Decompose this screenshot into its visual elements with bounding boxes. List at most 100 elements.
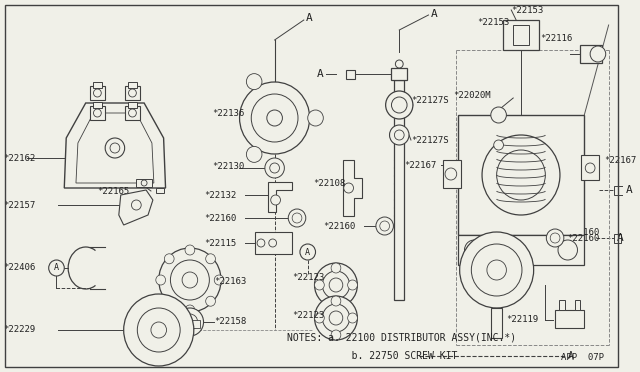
Text: A: A bbox=[305, 247, 310, 257]
Text: *22153: *22153 bbox=[477, 17, 509, 26]
Bar bbox=[392, 68, 407, 80]
Bar bbox=[513, 25, 529, 45]
Circle shape bbox=[491, 107, 506, 123]
Text: A: A bbox=[317, 69, 323, 79]
Circle shape bbox=[376, 217, 394, 235]
Bar bbox=[458, 235, 584, 265]
Circle shape bbox=[323, 304, 349, 332]
Circle shape bbox=[49, 260, 64, 276]
Circle shape bbox=[314, 280, 324, 290]
Circle shape bbox=[110, 143, 120, 153]
Text: A: A bbox=[306, 13, 312, 23]
Text: *22301: *22301 bbox=[472, 246, 504, 254]
Text: b. 22750 SCREW KIT: b. 22750 SCREW KIT bbox=[287, 351, 458, 361]
Bar bbox=[504, 20, 538, 50]
Polygon shape bbox=[119, 190, 153, 225]
Text: *22123: *22123 bbox=[292, 311, 324, 320]
Bar bbox=[580, 45, 602, 63]
Text: A: A bbox=[616, 233, 623, 243]
Circle shape bbox=[323, 271, 349, 299]
Bar bbox=[394, 80, 404, 300]
Text: *22167: *22167 bbox=[404, 160, 436, 170]
Text: *22167: *22167 bbox=[604, 155, 636, 164]
Bar bbox=[255, 232, 292, 254]
Text: *22119: *22119 bbox=[506, 315, 539, 324]
Circle shape bbox=[465, 240, 484, 260]
Bar bbox=[346, 70, 355, 79]
Circle shape bbox=[348, 280, 357, 290]
Circle shape bbox=[170, 260, 209, 300]
Circle shape bbox=[164, 296, 174, 306]
Circle shape bbox=[269, 163, 280, 173]
Bar bbox=[127, 82, 138, 88]
Text: APP  07P: APP 07P bbox=[561, 353, 604, 362]
Circle shape bbox=[445, 168, 457, 180]
Circle shape bbox=[269, 239, 276, 247]
Circle shape bbox=[300, 244, 316, 260]
Text: A: A bbox=[54, 263, 59, 273]
Circle shape bbox=[536, 223, 554, 241]
Bar bbox=[127, 102, 138, 108]
Circle shape bbox=[585, 163, 595, 173]
Bar bbox=[575, 300, 580, 310]
Circle shape bbox=[214, 275, 224, 285]
Bar bbox=[90, 86, 105, 100]
Text: *22132: *22132 bbox=[205, 190, 237, 199]
Bar bbox=[125, 106, 140, 120]
Circle shape bbox=[252, 94, 298, 142]
Bar bbox=[90, 106, 105, 120]
Circle shape bbox=[141, 180, 147, 186]
Circle shape bbox=[314, 313, 324, 323]
Bar bbox=[614, 234, 621, 243]
Circle shape bbox=[558, 240, 577, 260]
Circle shape bbox=[129, 89, 136, 97]
Circle shape bbox=[176, 308, 204, 336]
Text: *22130: *22130 bbox=[212, 161, 244, 170]
Circle shape bbox=[164, 254, 174, 264]
Polygon shape bbox=[343, 160, 362, 216]
Bar bbox=[581, 155, 599, 180]
Text: *22165: *22165 bbox=[97, 186, 130, 196]
Circle shape bbox=[288, 209, 306, 227]
Text: *22162: *22162 bbox=[3, 154, 35, 163]
Circle shape bbox=[93, 89, 101, 97]
Circle shape bbox=[105, 138, 125, 158]
Circle shape bbox=[394, 130, 404, 140]
Bar bbox=[156, 188, 164, 193]
Circle shape bbox=[344, 183, 353, 193]
Bar bbox=[93, 102, 102, 108]
Circle shape bbox=[550, 233, 560, 243]
Circle shape bbox=[257, 239, 265, 247]
Text: *22157: *22157 bbox=[3, 201, 35, 209]
Text: *22108: *22108 bbox=[314, 179, 346, 187]
Text: A: A bbox=[626, 185, 633, 195]
Text: *22127S: *22127S bbox=[411, 135, 449, 144]
Circle shape bbox=[185, 245, 195, 255]
Text: NOTES: a. 22100 DISTRIBUTOR ASSY(INC.*): NOTES: a. 22100 DISTRIBUTOR ASSY(INC.*) bbox=[287, 333, 516, 343]
Text: *22160: *22160 bbox=[205, 214, 237, 222]
Text: *22153: *22153 bbox=[511, 6, 543, 15]
Circle shape bbox=[331, 297, 341, 307]
Text: *22020M: *22020M bbox=[453, 90, 490, 99]
Circle shape bbox=[540, 227, 550, 237]
Circle shape bbox=[390, 125, 409, 145]
Circle shape bbox=[396, 60, 403, 68]
Circle shape bbox=[239, 82, 310, 154]
Text: *22136: *22136 bbox=[212, 109, 244, 118]
Circle shape bbox=[182, 272, 198, 288]
Text: *22406: *22406 bbox=[3, 263, 35, 273]
Polygon shape bbox=[64, 103, 166, 188]
Circle shape bbox=[151, 322, 166, 338]
Circle shape bbox=[124, 294, 194, 366]
Circle shape bbox=[331, 263, 341, 273]
Circle shape bbox=[590, 46, 605, 62]
Circle shape bbox=[185, 305, 195, 315]
Text: *22158: *22158 bbox=[214, 317, 246, 327]
Circle shape bbox=[267, 110, 282, 126]
Circle shape bbox=[182, 314, 198, 330]
Text: A: A bbox=[568, 351, 573, 361]
Text: *22160: *22160 bbox=[567, 228, 599, 237]
Polygon shape bbox=[76, 113, 154, 183]
Circle shape bbox=[386, 91, 413, 119]
Bar bbox=[491, 308, 502, 338]
